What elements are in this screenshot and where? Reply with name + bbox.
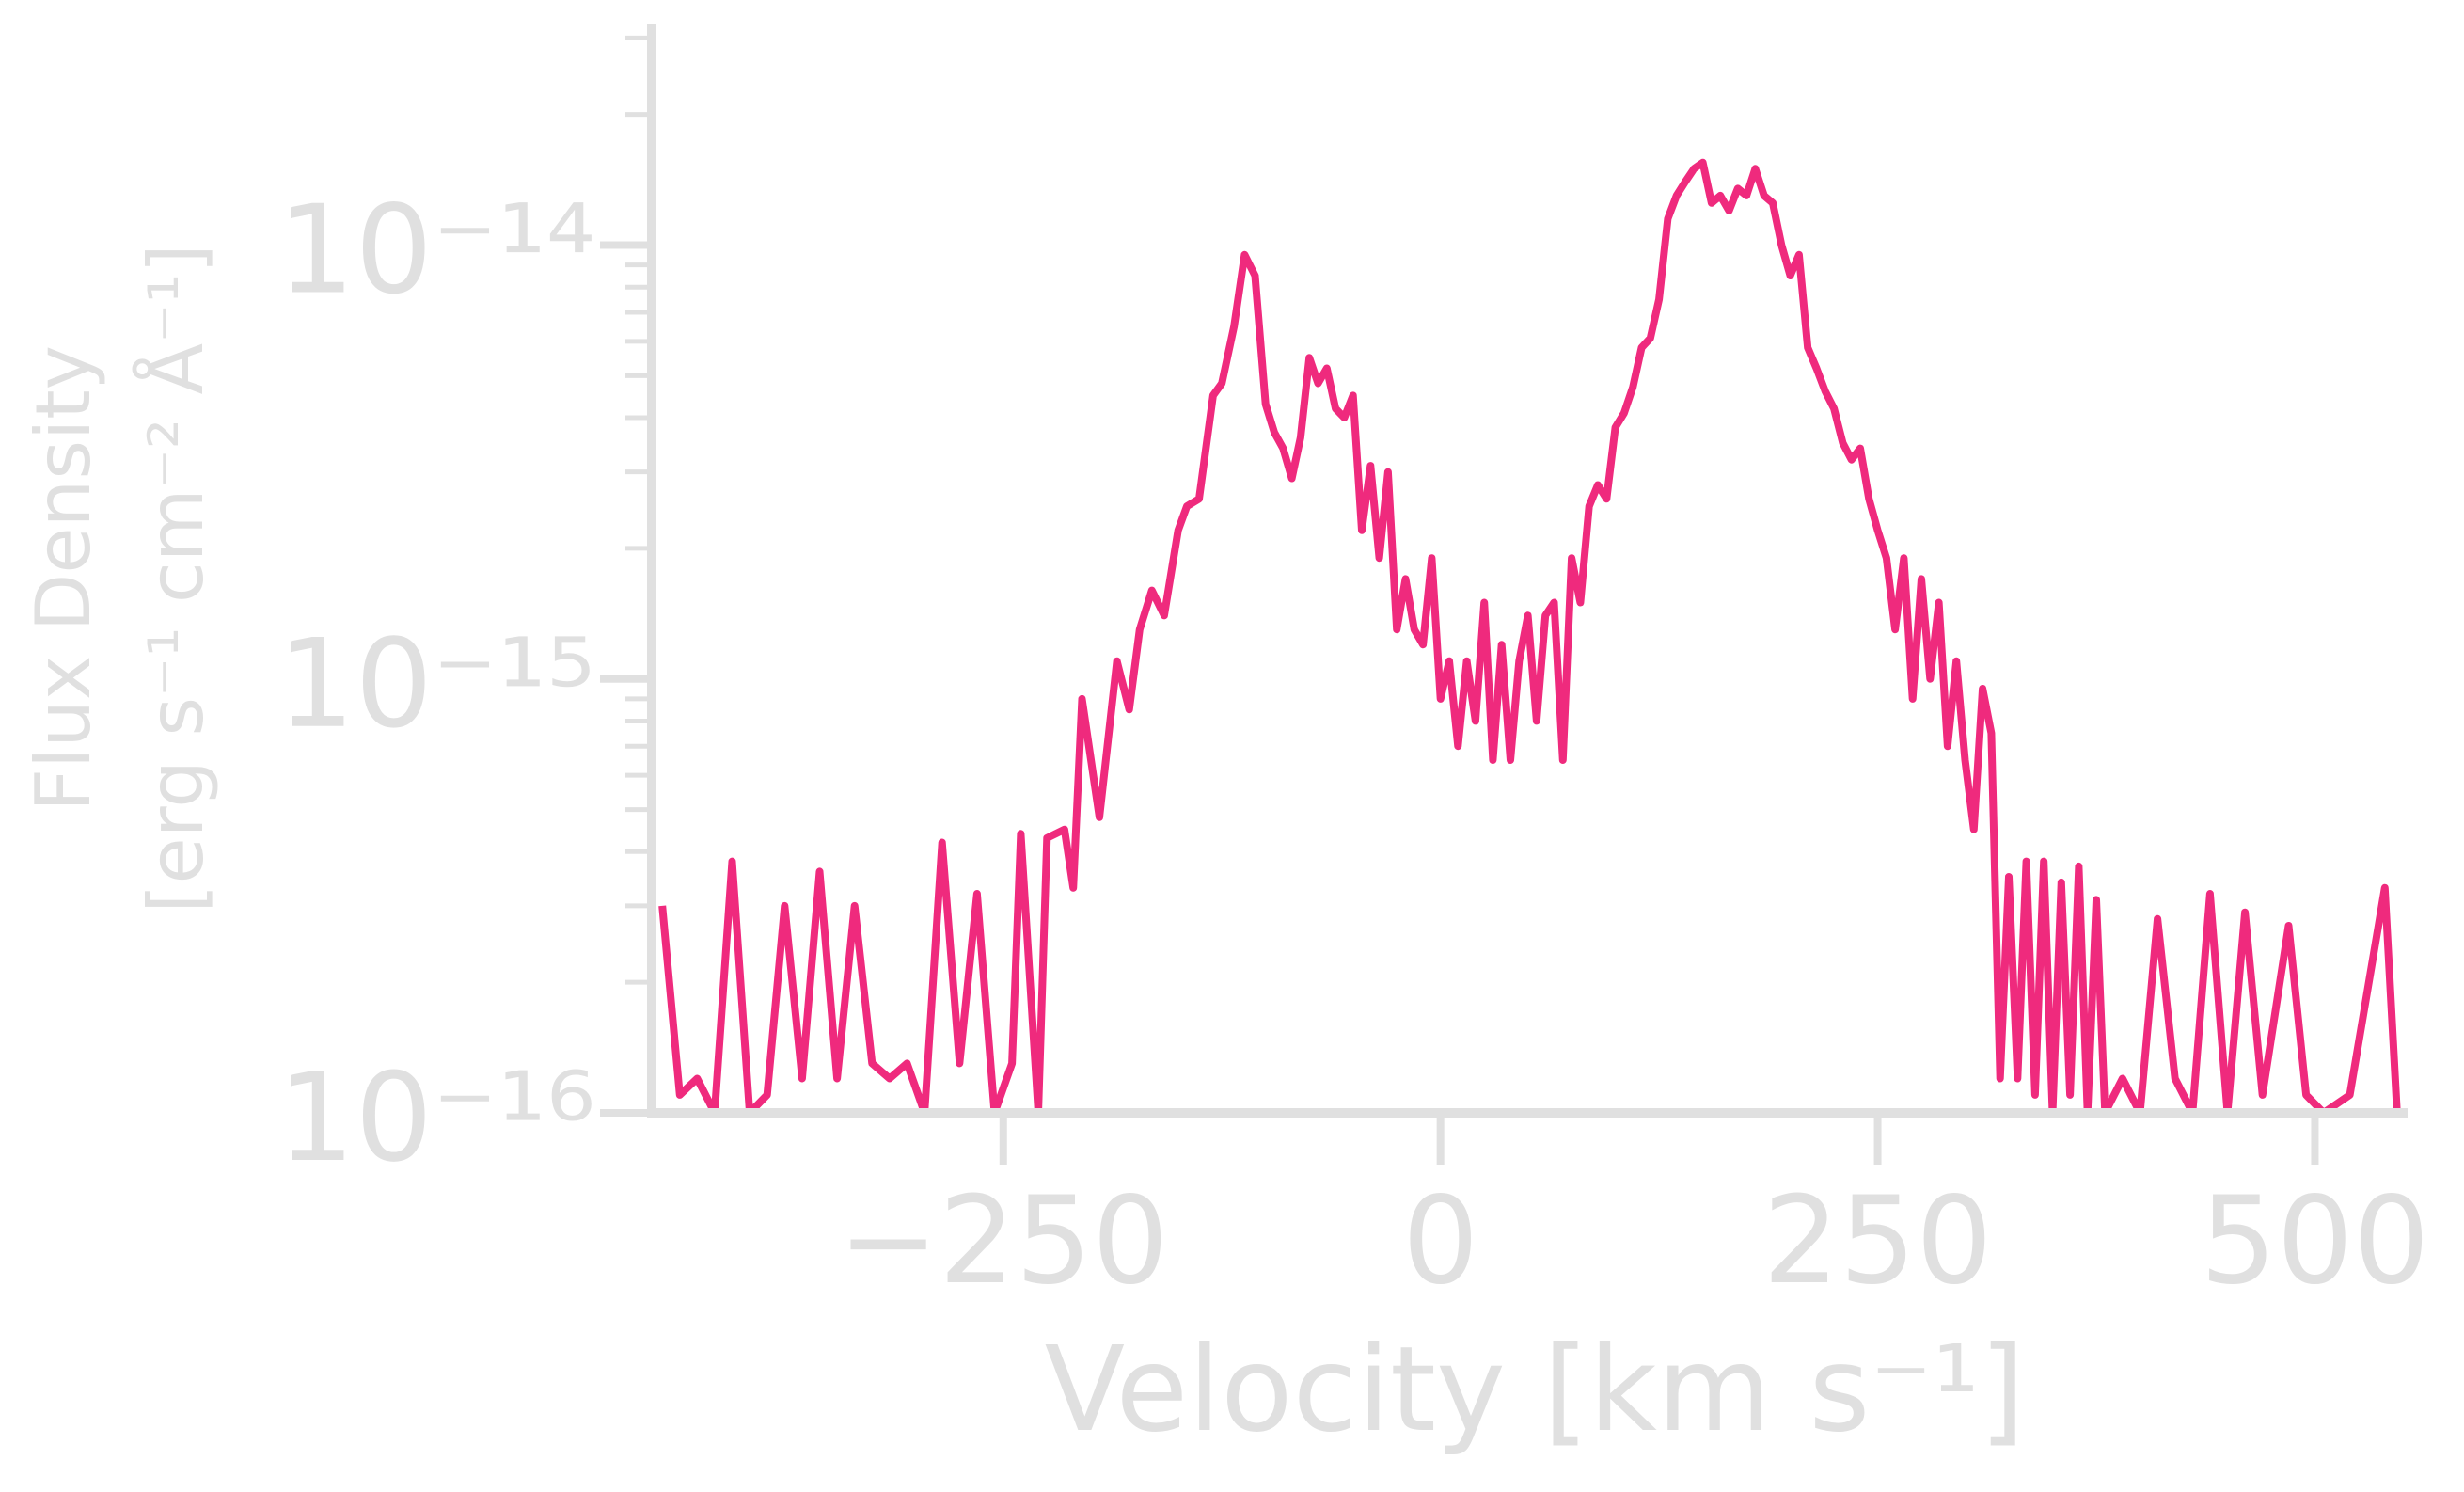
- x-tick-label: −250: [838, 1171, 1169, 1311]
- y-tick-label: 10⁻¹⁵: [277, 612, 595, 755]
- x-tick-label: 500: [2200, 1171, 2429, 1311]
- x-tick-label: 250: [1762, 1171, 1992, 1311]
- data-line: [658, 158, 2401, 1113]
- y-axis-label: Flux Density: [20, 345, 107, 812]
- y-axis-label: [erg s⁻¹ cm⁻² Å⁻¹]: [132, 244, 220, 913]
- x-axis-label: Velocity [km s⁻¹]: [1045, 1322, 2026, 1458]
- x-tick-label: 0: [1402, 1171, 1478, 1311]
- y-tick-label: 10⁻¹⁶: [277, 1046, 595, 1189]
- y-tick-label: 10⁻¹⁴: [277, 178, 595, 321]
